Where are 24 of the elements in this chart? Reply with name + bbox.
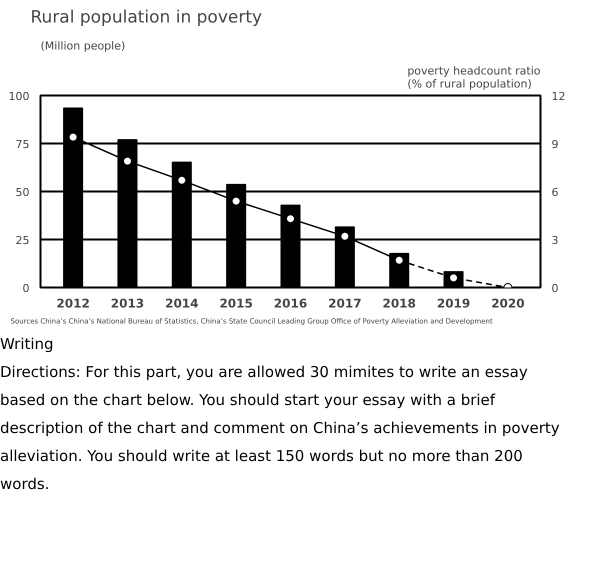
x-tick-label: 2015 bbox=[219, 296, 253, 310]
text: Directions: For this part, you are allowed 30 mimites to write an essay based on the chart below. You should start your essay with a brief description of the chart and comment on China’s achievements in poverty alleviation. You should write at least 150 words but no more than 200 words. bbox=[0, 362, 561, 495]
x-tick-label: 2018 bbox=[382, 296, 416, 310]
x-tick-label: 2013 bbox=[110, 296, 144, 310]
x-tick-label: 2016 bbox=[274, 296, 308, 310]
y2-tick-label: 9 bbox=[552, 138, 558, 151]
y2-axis-title: poverty headcount ratio (% of rural population) bbox=[407, 64, 541, 90]
x-tick-label: 2020 bbox=[491, 296, 525, 310]
y-tick-label: 25 bbox=[16, 234, 30, 247]
y2-tick-label: 12 bbox=[552, 90, 566, 103]
chart-title: Rural population in poverty bbox=[30, 8, 262, 28]
y-tick-label: 75 bbox=[16, 138, 30, 151]
x-tick-label: 2014 bbox=[165, 296, 199, 310]
y2-tick-label: 0 bbox=[552, 282, 558, 295]
y-tick-label: 0 bbox=[22, 282, 30, 295]
y-tick-label: 50 bbox=[16, 186, 30, 199]
x-tick-label: 2019 bbox=[436, 296, 470, 310]
y2-tick-label: 3 bbox=[552, 234, 558, 247]
text: Writing bbox=[0, 334, 54, 355]
y2-tick-label: 6 bbox=[552, 186, 558, 199]
y-tick-label: 100 bbox=[8, 90, 30, 103]
x-tick-label: 2017 bbox=[328, 296, 362, 310]
x-tick-label: 2012 bbox=[56, 296, 90, 310]
y-axis-title: (Million people) bbox=[40, 40, 126, 52]
